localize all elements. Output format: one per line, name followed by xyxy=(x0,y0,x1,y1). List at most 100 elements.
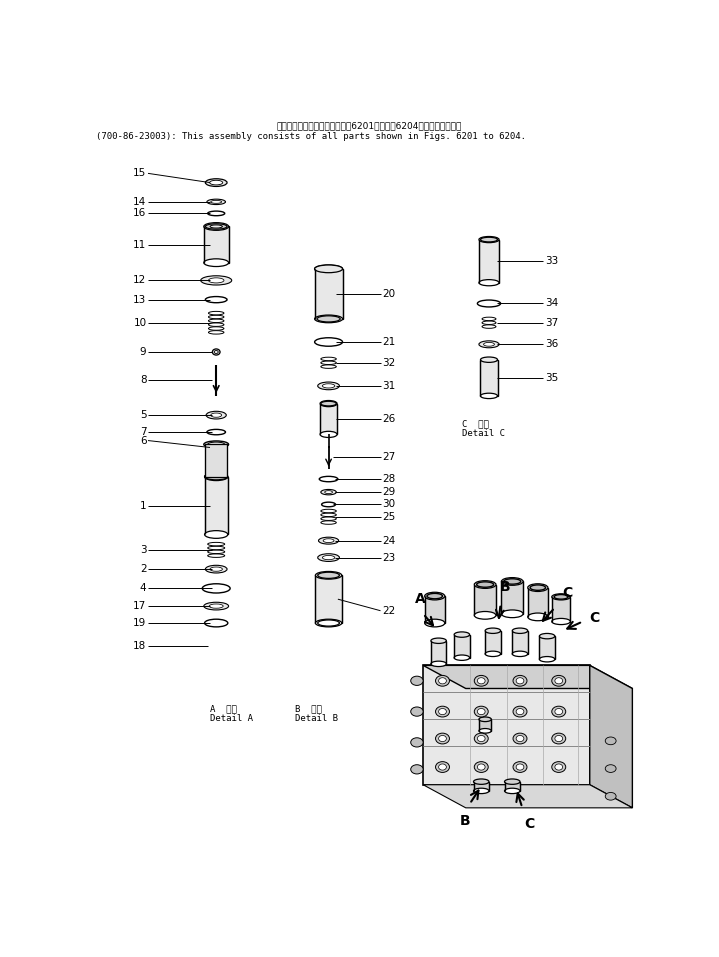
Text: 27: 27 xyxy=(382,453,395,462)
Ellipse shape xyxy=(439,708,446,715)
Ellipse shape xyxy=(436,762,449,772)
Bar xyxy=(480,360,498,396)
Text: 24: 24 xyxy=(382,536,395,545)
Bar xyxy=(475,585,496,615)
Bar xyxy=(479,239,499,282)
Ellipse shape xyxy=(211,200,221,203)
Ellipse shape xyxy=(212,349,220,355)
Ellipse shape xyxy=(512,628,528,634)
Ellipse shape xyxy=(322,555,335,560)
Ellipse shape xyxy=(321,361,336,365)
Ellipse shape xyxy=(475,762,488,772)
Text: 13: 13 xyxy=(133,295,147,304)
Ellipse shape xyxy=(475,676,488,686)
Ellipse shape xyxy=(474,789,489,793)
Ellipse shape xyxy=(551,676,566,686)
Text: 2: 2 xyxy=(139,564,147,574)
Ellipse shape xyxy=(210,567,222,571)
Ellipse shape xyxy=(315,265,342,273)
Ellipse shape xyxy=(475,612,496,619)
Text: 11: 11 xyxy=(133,239,147,250)
Ellipse shape xyxy=(512,651,528,657)
Ellipse shape xyxy=(208,550,225,553)
Ellipse shape xyxy=(431,638,446,643)
Text: 8: 8 xyxy=(139,375,147,386)
Text: 10: 10 xyxy=(133,318,147,327)
Ellipse shape xyxy=(551,762,566,772)
Ellipse shape xyxy=(321,521,336,524)
Ellipse shape xyxy=(321,509,336,513)
Text: 34: 34 xyxy=(545,299,558,308)
Bar xyxy=(485,631,500,654)
Ellipse shape xyxy=(208,543,225,545)
Ellipse shape xyxy=(319,477,338,481)
Text: A  詳細
Detail A: A 詳細 Detail A xyxy=(210,704,253,723)
Bar xyxy=(551,597,570,621)
Ellipse shape xyxy=(325,491,332,494)
Ellipse shape xyxy=(551,733,566,744)
Ellipse shape xyxy=(321,517,336,521)
Text: 1: 1 xyxy=(139,501,147,511)
Ellipse shape xyxy=(605,737,616,745)
Ellipse shape xyxy=(319,537,339,545)
Ellipse shape xyxy=(513,706,527,717)
Text: 18: 18 xyxy=(133,641,147,651)
Text: 23: 23 xyxy=(382,552,395,563)
Ellipse shape xyxy=(317,316,340,322)
Text: 33: 33 xyxy=(545,256,558,266)
Ellipse shape xyxy=(208,211,225,215)
Text: 36: 36 xyxy=(545,340,558,349)
Ellipse shape xyxy=(477,736,485,742)
Text: C: C xyxy=(590,611,600,625)
Ellipse shape xyxy=(501,610,523,617)
Text: 5: 5 xyxy=(139,411,147,420)
Text: 26: 26 xyxy=(382,414,395,424)
Ellipse shape xyxy=(316,619,342,627)
Bar xyxy=(431,641,446,664)
Ellipse shape xyxy=(477,764,485,770)
Bar xyxy=(512,631,528,654)
Text: 15: 15 xyxy=(133,168,147,178)
Ellipse shape xyxy=(439,736,446,742)
Ellipse shape xyxy=(436,676,449,686)
Ellipse shape xyxy=(210,225,222,228)
Ellipse shape xyxy=(482,317,496,321)
Ellipse shape xyxy=(530,585,546,590)
Ellipse shape xyxy=(475,581,496,589)
Text: 28: 28 xyxy=(382,474,395,484)
Ellipse shape xyxy=(436,706,449,717)
Text: 9: 9 xyxy=(139,347,147,357)
Ellipse shape xyxy=(555,678,563,684)
Ellipse shape xyxy=(321,357,336,361)
Ellipse shape xyxy=(322,384,335,388)
Ellipse shape xyxy=(505,789,520,793)
Text: 20: 20 xyxy=(382,289,395,299)
Ellipse shape xyxy=(203,441,229,448)
Ellipse shape xyxy=(480,393,498,398)
Ellipse shape xyxy=(482,324,496,328)
Ellipse shape xyxy=(209,315,224,319)
Ellipse shape xyxy=(203,602,229,610)
Ellipse shape xyxy=(201,276,232,285)
Bar xyxy=(505,782,520,790)
Ellipse shape xyxy=(605,792,616,800)
Ellipse shape xyxy=(477,708,485,715)
Ellipse shape xyxy=(425,619,445,627)
Ellipse shape xyxy=(321,365,336,368)
Ellipse shape xyxy=(206,412,226,419)
Polygon shape xyxy=(423,665,633,688)
Ellipse shape xyxy=(431,661,446,666)
Text: 17: 17 xyxy=(133,601,147,612)
Ellipse shape xyxy=(436,733,449,744)
Ellipse shape xyxy=(484,343,495,346)
Ellipse shape xyxy=(477,300,500,307)
Bar xyxy=(425,596,445,623)
Bar xyxy=(539,636,555,659)
Ellipse shape xyxy=(206,224,227,229)
Text: 19: 19 xyxy=(133,618,147,628)
Ellipse shape xyxy=(454,632,470,637)
Ellipse shape xyxy=(214,350,218,353)
Text: 32: 32 xyxy=(382,358,395,367)
Text: 22: 22 xyxy=(382,606,395,615)
Ellipse shape xyxy=(485,628,500,634)
